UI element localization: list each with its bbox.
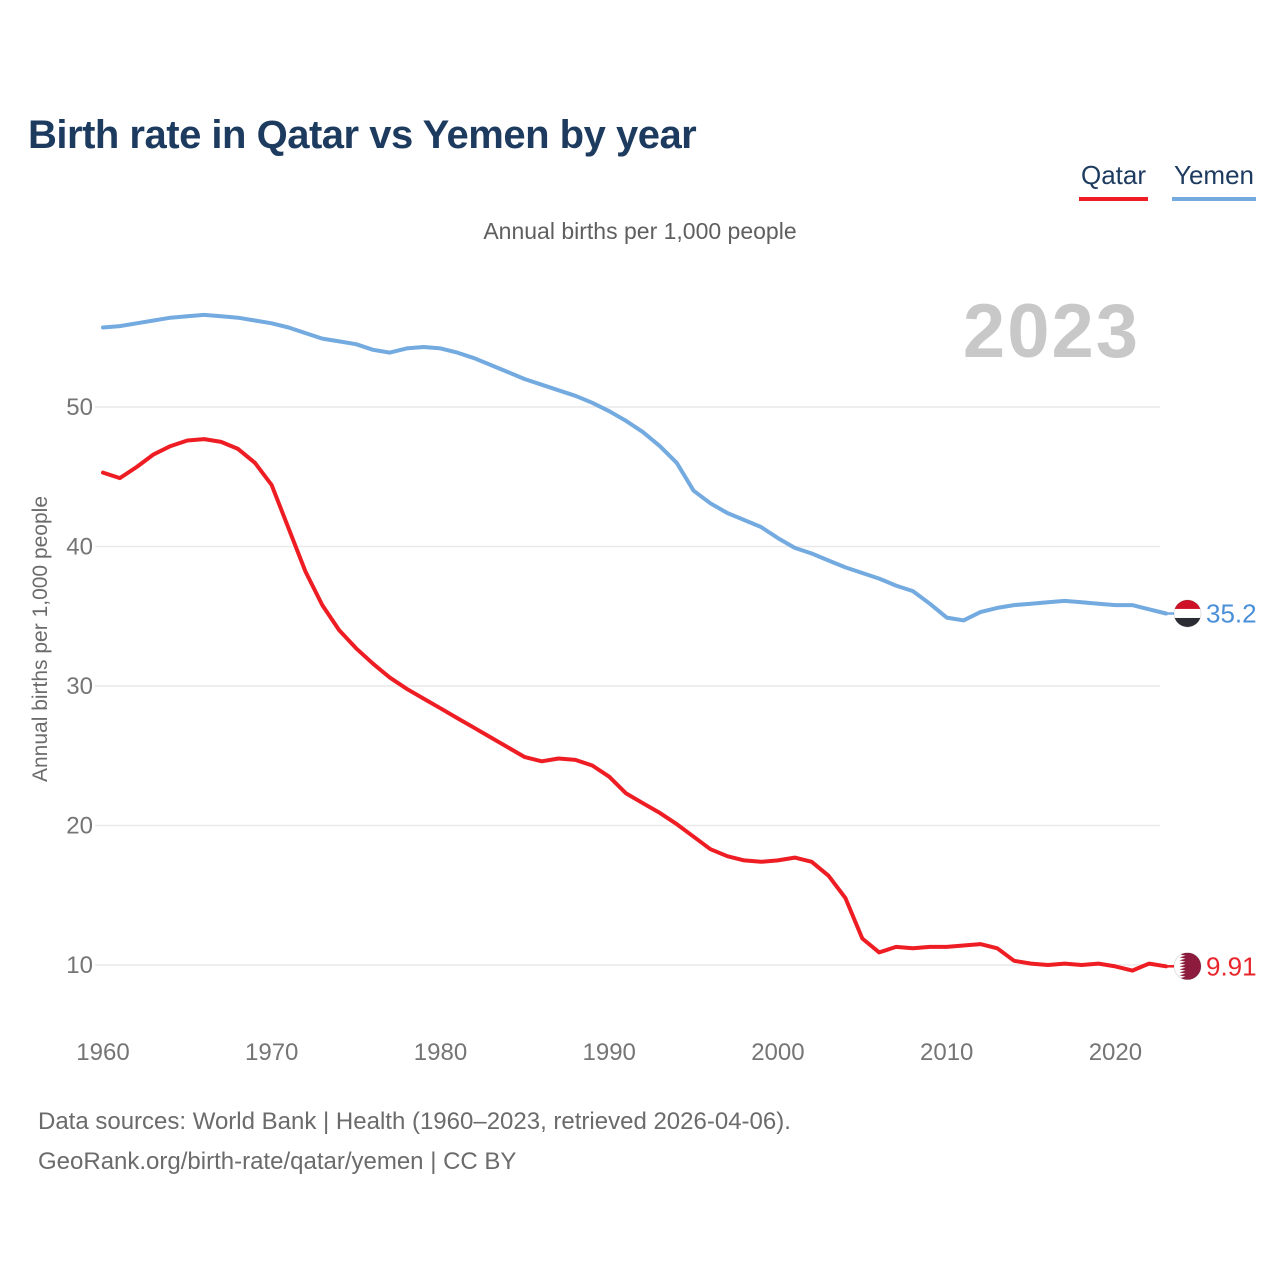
legend-label-yemen: Yemen xyxy=(1174,160,1254,190)
x-tick-label: 1960 xyxy=(76,1039,129,1066)
x-tick-label: 1970 xyxy=(245,1039,298,1066)
yemen-line xyxy=(101,312,1168,623)
yemen-value-label: 35.2 xyxy=(1206,599,1257,629)
x-tick-label: 1980 xyxy=(414,1039,467,1066)
chart-footer: Data sources: World Bank | Health (1960–… xyxy=(38,1102,791,1182)
chart-legend: Qatar Yemen xyxy=(1078,160,1256,201)
y-tick-label: 10 xyxy=(66,952,93,979)
x-tick-label: 2010 xyxy=(920,1039,973,1066)
x-tick-label: 2020 xyxy=(1089,1039,1142,1066)
legend-label-qatar: Qatar xyxy=(1080,160,1146,190)
qatar-flag-icon-ring xyxy=(1173,952,1202,981)
legend-item-yemen[interactable]: Yemen xyxy=(1172,160,1256,201)
legend-item-qatar[interactable]: Qatar xyxy=(1078,160,1148,201)
attribution-note: GeoRank.org/birth-rate/qatar/yemen | CC … xyxy=(38,1148,517,1175)
chart-subtitle: Annual births per 1,000 people xyxy=(483,218,797,244)
y-tick-label: 20 xyxy=(66,813,93,840)
x-tick-label: 1990 xyxy=(583,1039,636,1066)
data-source-note: Data sources: World Bank | Health (1960–… xyxy=(38,1108,791,1135)
qatar-value-label: 9.91 xyxy=(1206,951,1257,981)
qatar-flag-icon xyxy=(1174,952,1201,980)
qatar-line xyxy=(101,437,1168,973)
yemen-flag-icon xyxy=(1174,599,1201,627)
year-watermark: 2023 xyxy=(962,289,1140,374)
y-tick-label: 40 xyxy=(66,534,93,561)
yemen-flag-icon-ring xyxy=(1173,599,1202,628)
y-tick-label: 30 xyxy=(66,673,93,700)
y-tick-label: 50 xyxy=(66,394,93,421)
page-title: Birth rate in Qatar vs Yemen by year xyxy=(28,112,697,157)
x-tick-label: 2000 xyxy=(751,1039,804,1066)
